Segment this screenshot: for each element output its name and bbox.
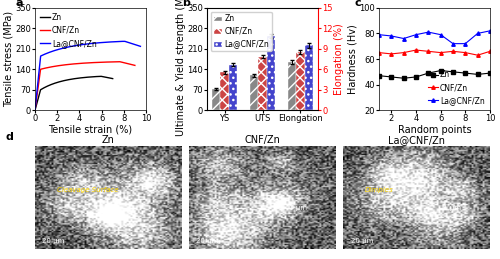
Zn [400, 77, 406, 80]
Legend: Zn, CNF/Zn, La@CNF/Zn: Zn, CNF/Zn, La@CNF/Zn [39, 12, 98, 49]
X-axis label: Tensile strain (%): Tensile strain (%) [48, 125, 132, 135]
La@CNF/Zn [128, 42, 134, 45]
La@CNF/Zn [122, 40, 128, 43]
Bar [304, 45, 313, 110]
La@CNF/Zn [32, 109, 38, 112]
Zn [413, 75, 419, 78]
CNF/Zn [91, 61, 97, 64]
CNF/Zn [92, 61, 98, 64]
Bar [250, 75, 258, 110]
CNF/Zn [132, 64, 138, 67]
X-axis label: Random points: Random points [398, 125, 471, 135]
Line: Zn: Zn [378, 69, 492, 80]
Line: Zn: Zn [35, 76, 112, 110]
Bar [266, 36, 275, 110]
Y-axis label: Hardness (Hv): Hardness (Hv) [348, 24, 358, 94]
Legend: Zn, CNF/Zn, La@CNF/Zn: Zn, CNF/Zn, La@CNF/Zn [211, 12, 272, 51]
Zn [376, 74, 382, 77]
La@CNF/Zn [413, 33, 419, 36]
Zn [32, 109, 38, 112]
Line: La@CNF/Zn: La@CNF/Zn [35, 41, 140, 110]
Title: CNF/Zn: CNF/Zn [244, 135, 280, 145]
Line: La@CNF/Zn: La@CNF/Zn [378, 29, 492, 45]
La@CNF/Zn [96, 41, 102, 44]
Text: 20 μm: 20 μm [196, 238, 219, 243]
Text: Cleavage Surface: Cleavage Surface [57, 187, 118, 193]
CNF/Zn [426, 50, 432, 53]
CNF/Zn [438, 51, 444, 54]
La@CNF/Zn [388, 34, 394, 38]
La@CNF/Zn [450, 42, 456, 45]
Text: c: c [354, 0, 361, 8]
Zn [32, 108, 38, 111]
CNF/Zn [116, 60, 122, 63]
Title: Zn: Zn [102, 135, 115, 145]
Text: a: a [15, 0, 22, 8]
Text: d: d [5, 132, 13, 142]
CNF/Zn [474, 54, 480, 57]
Text: b: b [182, 0, 190, 8]
La@CNF/Zn [138, 45, 143, 48]
Bar [212, 89, 220, 110]
Text: 1 μm: 1 μm [443, 205, 461, 211]
La@CNF/Zn [121, 40, 127, 43]
La@CNF/Zn [487, 29, 493, 32]
Text: 20 μm: 20 μm [42, 238, 64, 243]
Zn [78, 76, 84, 79]
La@CNF/Zn [32, 105, 38, 108]
La@CNF/Zn [400, 37, 406, 40]
CNF/Zn [413, 48, 419, 52]
Zn [462, 71, 468, 75]
La@CNF/Zn [474, 32, 480, 35]
CNF/Zn [32, 106, 38, 109]
Title: La@CNF/Zn: La@CNF/Zn [388, 135, 445, 145]
Bar [258, 57, 266, 110]
Zn [474, 73, 480, 76]
La@CNF/Zn [376, 33, 382, 36]
Legend: Zn, CNF/Zn, La@CNF/Zn: Zn, CNF/Zn, La@CNF/Zn [427, 69, 486, 106]
Text: 1 μm: 1 μm [289, 205, 307, 211]
CNF/Zn [400, 51, 406, 54]
CNF/Zn [376, 51, 382, 54]
Y-axis label: Ultimate & Yield strength (MPa): Ultimate & Yield strength (MPa) [176, 0, 186, 136]
Y-axis label: Tensile stress (MPa): Tensile stress (MPa) [4, 11, 14, 107]
Line: CNF/Zn: CNF/Zn [378, 48, 492, 57]
Zn [426, 71, 432, 75]
CNF/Zn [388, 52, 394, 55]
Text: Dimples: Dimples [365, 187, 394, 193]
La@CNF/Zn [438, 33, 444, 36]
Zn [102, 76, 108, 79]
Zn [388, 75, 394, 78]
La@CNF/Zn [95, 41, 101, 45]
CNF/Zn [450, 50, 456, 53]
Line: CNF/Zn: CNF/Zn [35, 62, 135, 110]
La@CNF/Zn [462, 42, 468, 45]
Zn [78, 76, 84, 80]
CNF/Zn [123, 62, 129, 65]
Zn [450, 70, 456, 73]
CNF/Zn [32, 109, 38, 112]
Y-axis label: Elongation (%): Elongation (%) [334, 23, 344, 95]
La@CNF/Zn [94, 41, 100, 45]
La@CNF/Zn [426, 31, 432, 34]
Bar [220, 72, 228, 110]
Zn [110, 77, 116, 80]
Zn [80, 76, 86, 79]
Zn [438, 69, 444, 72]
CNF/Zn [117, 60, 123, 63]
Zn [487, 71, 493, 75]
CNF/Zn [487, 50, 493, 53]
CNF/Zn [462, 51, 468, 54]
Text: 20 μm: 20 μm [350, 238, 373, 243]
CNF/Zn [93, 61, 99, 64]
Bar [296, 52, 304, 110]
Bar [228, 65, 237, 110]
Zn [98, 75, 104, 78]
Zn [98, 75, 103, 78]
Bar [288, 62, 296, 110]
